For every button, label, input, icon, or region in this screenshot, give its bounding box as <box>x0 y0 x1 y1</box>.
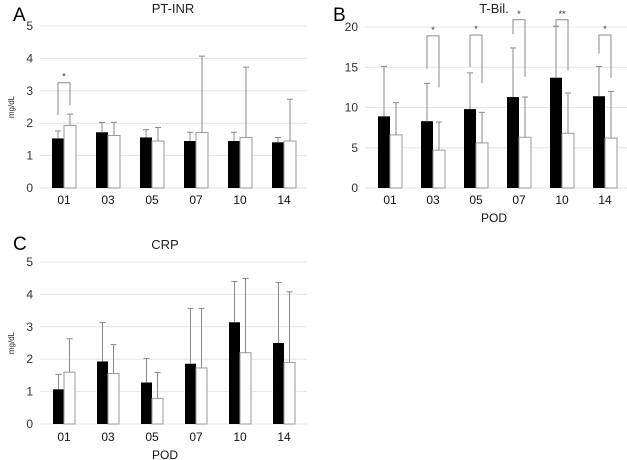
bar-white <box>63 371 76 425</box>
significance-marker: * <box>62 72 66 82</box>
x-tick-label: 01 <box>57 193 71 207</box>
bar-black <box>593 96 605 188</box>
y-tick-label: 5 <box>26 19 33 33</box>
chart-title: T-Bil. <box>479 1 509 16</box>
bar-white <box>151 397 164 425</box>
bar-black <box>228 141 240 188</box>
bar-white <box>283 140 297 189</box>
x-tick-label: 05 <box>145 430 159 444</box>
x-tick-label: 10 <box>555 193 569 207</box>
bar-white <box>432 149 446 189</box>
y-tick-label: 1 <box>26 149 33 163</box>
x-tick-label: 05 <box>469 193 483 207</box>
bar-black <box>140 137 152 188</box>
significance-bracket <box>512 19 526 77</box>
bar-white <box>63 124 77 189</box>
x-tick-label: 14 <box>277 193 291 207</box>
bar-white <box>195 367 208 425</box>
bar-white <box>195 132 209 189</box>
bar-white <box>151 140 165 189</box>
significance-bracket <box>555 19 569 71</box>
bar-white <box>283 361 296 425</box>
x-tick-label: 07 <box>512 193 526 207</box>
x-tick-label: 03 <box>101 430 115 444</box>
x-tick-label: 01 <box>383 193 397 207</box>
bar-black <box>96 132 108 188</box>
y-tick-label: 5 <box>351 141 358 155</box>
x-tick-label: 05 <box>145 193 159 207</box>
chart-title: PT-INR <box>152 1 195 16</box>
panel-letter: B <box>333 5 346 26</box>
bar-black <box>53 389 64 424</box>
y-tick-label: 3 <box>26 320 33 334</box>
y-tick-label: 2 <box>26 116 33 130</box>
y-tick-label: 4 <box>26 287 33 301</box>
bar-white <box>239 136 253 189</box>
bar-black <box>141 382 152 424</box>
x-tick-label: 10 <box>233 193 247 207</box>
y-tick-label: 0 <box>351 181 358 195</box>
bar-black <box>507 97 519 188</box>
bar-black <box>378 116 390 188</box>
y-tick-label: 3 <box>26 84 33 98</box>
x-tick-label: 14 <box>277 430 291 444</box>
significance-marker: * <box>603 24 607 34</box>
x-tick-label: 07 <box>189 430 203 444</box>
bar-white <box>475 142 489 189</box>
x-tick-label: 07 <box>189 193 203 207</box>
bar-white <box>239 352 252 425</box>
bar-black <box>273 343 284 424</box>
x-tick-label: 01 <box>57 430 71 444</box>
bar-white <box>107 135 121 189</box>
bar-black <box>272 142 284 188</box>
significance-marker: * <box>474 24 478 34</box>
significance-marker: * <box>517 9 521 19</box>
bar-black <box>421 121 433 188</box>
x-tick-label: 03 <box>101 193 115 207</box>
bar-black <box>52 138 64 188</box>
bar-black <box>229 322 240 424</box>
bar-white <box>561 132 575 189</box>
y-tick-label: 0 <box>26 417 33 431</box>
bar-black <box>184 141 196 188</box>
x-tick-label: 10 <box>233 430 247 444</box>
bar-black <box>464 109 476 188</box>
significance-marker: * <box>431 25 435 35</box>
bar-white <box>389 134 403 189</box>
y-tick-label: 4 <box>26 51 33 65</box>
panel-letter: C <box>13 234 27 255</box>
significance-marker: ** <box>558 9 566 19</box>
significance-bracket <box>598 34 612 78</box>
y-axis-label: mg/dL <box>7 95 16 118</box>
x-tick-label: 14 <box>598 193 612 207</box>
significance-bracket <box>426 35 440 88</box>
y-tick-label: 1 <box>26 385 33 399</box>
bar-white <box>518 136 532 189</box>
y-tick-label: 15 <box>345 60 359 74</box>
y-tick-label: 2 <box>26 352 33 366</box>
bar-black <box>185 363 196 424</box>
bar-white <box>107 372 120 425</box>
y-axis-label: mg/dL <box>7 331 16 354</box>
y-tick-label: 20 <box>345 20 359 34</box>
x-axis-label: POD <box>481 211 507 225</box>
significance-bracket <box>469 34 483 84</box>
y-tick-label: 0 <box>26 181 33 195</box>
bar-white <box>604 137 618 189</box>
chart-title: CRP <box>151 237 178 252</box>
x-tick-label: 03 <box>426 193 440 207</box>
panel-letter: A <box>13 5 26 26</box>
x-axis-label: POD <box>152 448 178 460</box>
y-tick-label: 5 <box>26 255 33 269</box>
significance-bracket <box>57 82 71 116</box>
y-tick-label: 10 <box>345 101 359 115</box>
bar-black <box>97 361 108 424</box>
bar-black <box>550 77 562 188</box>
